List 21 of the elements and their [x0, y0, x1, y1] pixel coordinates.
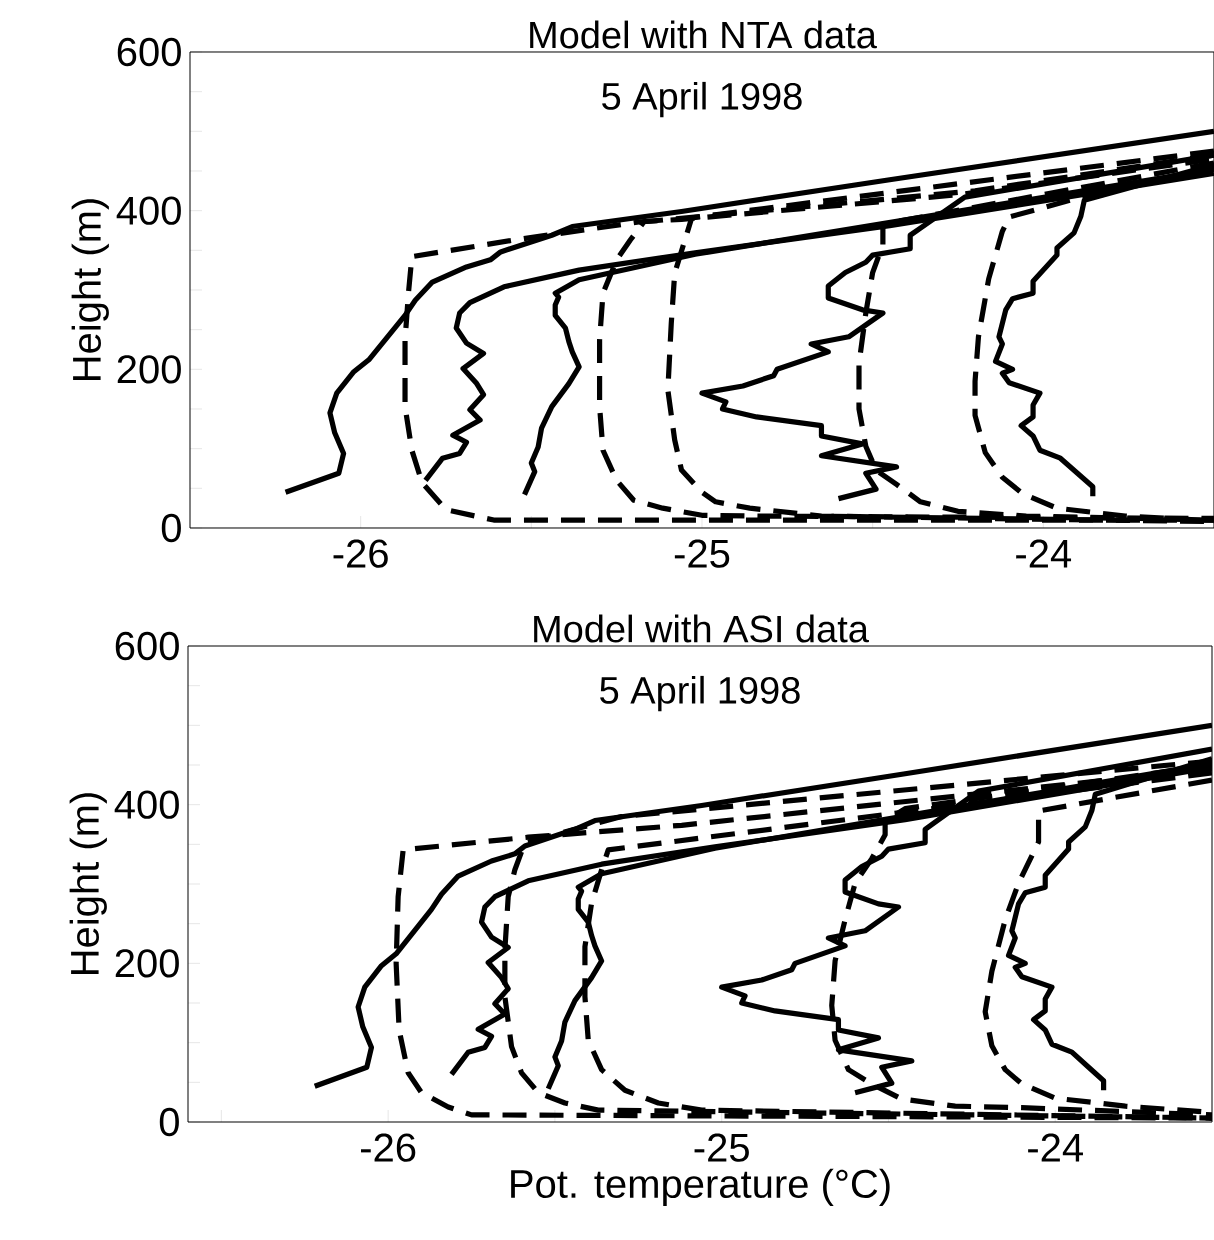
y-tick-label: 600: [117, 37, 181, 67]
y-tick-label: 0: [161, 513, 181, 543]
y-tick-label: 0: [159, 1107, 179, 1137]
y-tick-label: 600: [115, 631, 179, 661]
x-tick-label: -26: [333, 539, 388, 568]
chart-title: Model with ASI data: [534, 614, 869, 643]
x-tick-label: -25: [694, 1133, 749, 1162]
y-tick-label: 400: [114, 790, 179, 819]
chart-title: Model with NTA data: [530, 20, 877, 49]
y-axis-title: Height (m): [69, 793, 107, 975]
y-tick-label: 200: [117, 355, 181, 384]
x-tick-label: -24: [1016, 539, 1072, 568]
x-axis-title: Pot. temperature (°C): [511, 1168, 890, 1206]
annotation: 5 April 1998: [602, 81, 802, 118]
x-tick-label: -25: [674, 539, 730, 568]
y-tick-label: 200: [115, 949, 179, 978]
annotation: 5 April 1998: [600, 675, 800, 712]
x-tick-label: -26: [361, 1133, 416, 1162]
x-tick-label: -24: [1028, 1133, 1083, 1162]
y-tick-label: 400: [116, 196, 181, 225]
y-axis-title: Height (m): [71, 199, 109, 381]
